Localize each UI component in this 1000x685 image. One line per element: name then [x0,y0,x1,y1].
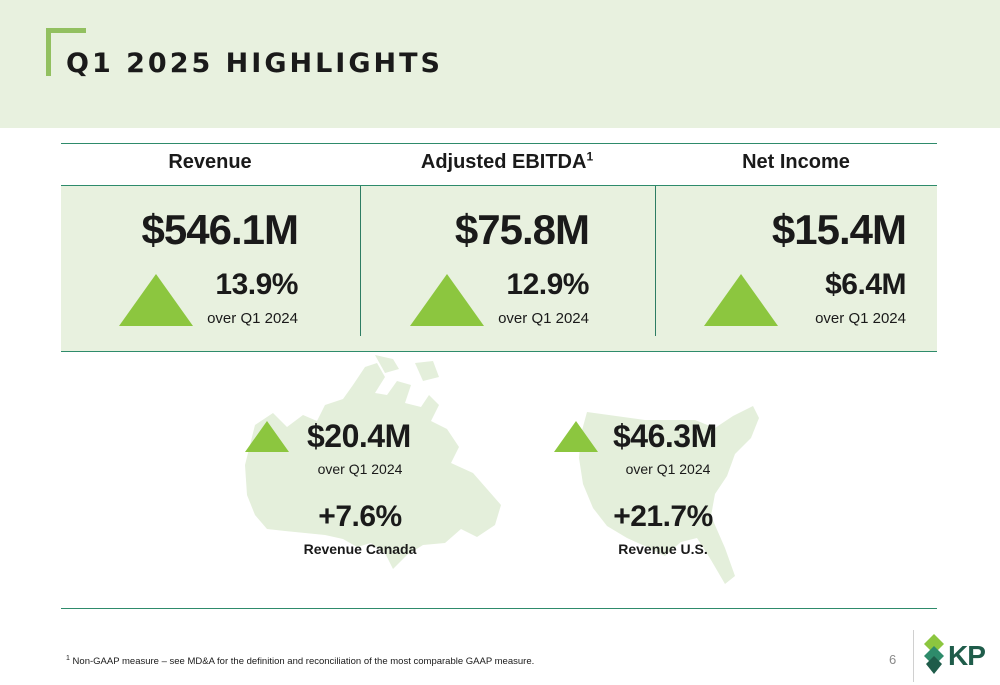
usa-map-icon [579,406,759,584]
kpi-net-income-value: $15.4M [771,206,907,253]
table-top-rule [61,143,937,144]
kpi-header-net-income: Net Income [742,151,850,173]
us-period: over Q1 2024 [625,461,711,477]
canada-growth: +7.6% [318,500,402,533]
canada-label: Revenue Canada [303,541,417,557]
up-arrow-icon [119,274,193,326]
kpi-revenue-change: 13.9% [215,268,298,301]
header-band [0,0,1000,128]
canada-period: over Q1 2024 [317,461,403,477]
kp-logo-icon [924,634,944,674]
kpi-revenue-period: over Q1 2024 [207,310,298,327]
kpi-net-income-period: over Q1 2024 [815,310,906,327]
up-arrow-icon [704,274,778,326]
kpi-band [61,186,937,352]
us-label: Revenue U.S. [618,541,708,557]
logo-text: KP [948,640,986,671]
us-value: $46.3M [613,418,717,454]
kpi-ebitda-value: $75.8M [454,206,590,253]
kpi-ebitda-change: 12.9% [506,268,589,301]
footnote: 1 Non-GAAP measure – see MD&A for the de… [66,655,535,668]
up-arrow-icon [410,274,484,326]
page-title: Q1 2025 HIGHLIGHTS [66,48,443,79]
canada-value: $20.4M [307,418,411,454]
canada-map-icon [245,355,501,569]
table-header-rule [61,185,937,186]
kpi-revenue-value: $546.1M [141,206,299,253]
logo-separator [913,630,914,682]
kpi-divider [360,186,361,336]
section-bottom-rule [61,608,937,609]
kpi-header-revenue: Revenue [168,151,252,173]
kpi-net-income-change: $6.4M [825,268,906,301]
kpi-ebitda-period: over Q1 2024 [498,310,589,327]
kpi-header-ebitda: Adjusted EBITDA1 [420,149,594,173]
us-growth: +21.7% [613,500,713,533]
title-bracket [46,28,86,76]
up-arrow-icon [554,421,598,452]
table-bottom-rule [61,351,937,352]
kpi-divider [655,186,656,336]
up-arrow-icon [245,421,289,452]
page-number: 6 [889,652,897,667]
